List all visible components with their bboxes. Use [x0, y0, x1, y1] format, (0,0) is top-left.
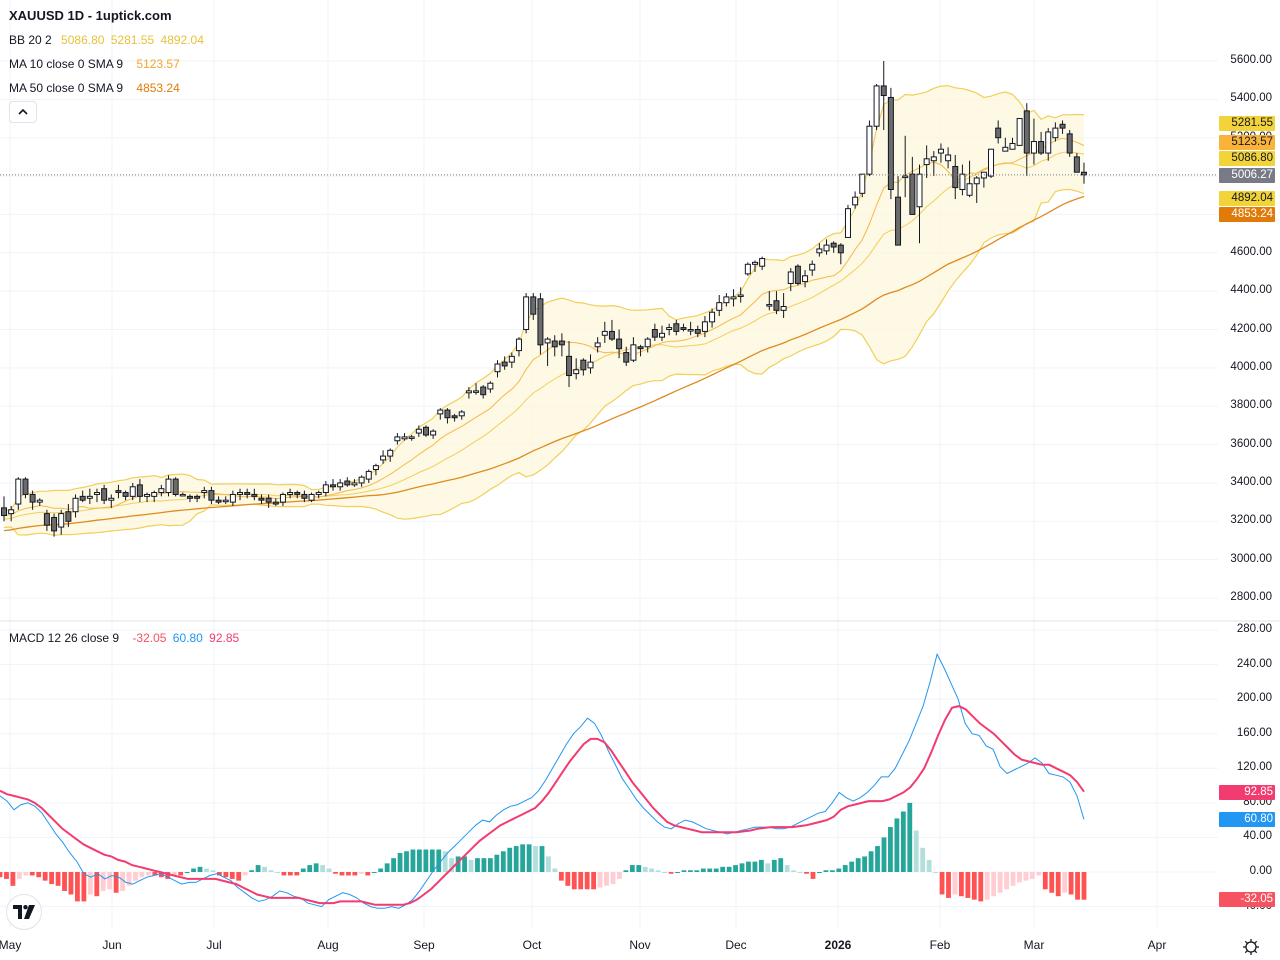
legend-bb[interactable]: BB 20 2 5086.80 5281.55 4892.04	[9, 33, 204, 47]
price-label: 5086.80	[1219, 151, 1275, 166]
macd-value-label: 60.80	[1219, 812, 1275, 827]
bb-upper-line	[3, 84, 1085, 512]
legend-ma50[interactable]: MA 50 close 0 SMA 9 4853.24	[9, 81, 180, 95]
price-tick: 4200.00	[1230, 322, 1272, 335]
time-tick: Sep	[413, 938, 435, 952]
legend-macd-signal: 92.85	[209, 631, 240, 645]
macd-tick: 280.00	[1236, 622, 1272, 635]
candles[interactable]	[1, 61, 1087, 537]
macd-tick: 200.00	[1236, 692, 1272, 705]
legend-ma10-label: MA 10 close 0 SMA 9	[9, 57, 124, 71]
time-tick: Jun	[102, 938, 122, 952]
price-label: 5281.55	[1219, 116, 1275, 131]
legend-bb-upper: 5281.55	[110, 33, 155, 47]
price-tick: 4400.00	[1230, 284, 1272, 297]
macd-value-label: 92.85	[1219, 785, 1275, 800]
time-tick: Dec	[725, 938, 747, 952]
price-label: 5006.27	[1219, 168, 1275, 183]
time-tick: Nov	[629, 938, 651, 952]
bb-lower-line	[3, 188, 1085, 536]
macd-tick: 120.00	[1236, 761, 1272, 774]
legend-macd[interactable]: MACD 12 26 close 9 -32.05 60.80 92.85	[9, 631, 239, 645]
macd-histogram	[0, 802, 1087, 902]
time-tick: May	[0, 938, 22, 952]
tradingview-logo[interactable]	[6, 894, 42, 930]
price-tick: 4600.00	[1230, 245, 1272, 258]
price-tick: 3600.00	[1230, 437, 1272, 450]
price-tick: 3200.00	[1230, 514, 1272, 527]
price-tick: 5600.00	[1230, 54, 1272, 66]
price-tick: 5400.00	[1230, 92, 1272, 105]
ma50-line	[3, 195, 1085, 532]
macd-tick: 40.00	[1243, 830, 1272, 843]
time-tick: Mar	[1023, 938, 1045, 952]
macd-tick: 240.00	[1236, 657, 1272, 670]
legend-bb-basis: 5086.80	[61, 33, 105, 47]
legend-ma10[interactable]: MA 10 close 0 SMA 9 5123.57	[9, 57, 180, 71]
price-tick: 3400.00	[1230, 475, 1272, 488]
tv-logo-icon	[13, 905, 35, 919]
legend-ma50-label: MA 50 close 0 SMA 9	[9, 81, 124, 95]
chevron-up-icon	[18, 109, 28, 115]
macd-tick: 0.00	[1249, 865, 1272, 877]
signal-line	[0, 705, 1085, 906]
legend-macd-label: MACD 12 26 close 9	[9, 631, 120, 645]
price-label: 4892.04	[1219, 191, 1275, 206]
bb-fill	[4, 85, 1084, 536]
time-tick: 2026	[824, 938, 852, 952]
macd-tick: 160.00	[1236, 726, 1272, 739]
legend-bb-lower: 4892.04	[160, 33, 204, 47]
legend-ma50-value: 4853.24	[136, 81, 180, 95]
price-label: 4853.24	[1219, 207, 1275, 222]
gear-icon[interactable]	[1242, 938, 1260, 956]
time-tick: Feb	[929, 938, 951, 952]
legend-ma10-value: 5123.57	[136, 57, 180, 71]
time-tick: Jul	[206, 938, 222, 952]
bb-basis-line	[3, 151, 1085, 520]
price-tick: 3000.00	[1230, 552, 1272, 565]
collapse-legend-button[interactable]	[9, 101, 37, 123]
time-tick: Aug	[317, 938, 339, 952]
chart-title: XAUUSD 1D - 1uptick.com	[9, 8, 172, 23]
time-tick: Apr	[1147, 938, 1167, 952]
price-tick: 3800.00	[1230, 399, 1272, 412]
macd-line	[0, 652, 1085, 909]
legend-macd-value: 60.80	[172, 631, 203, 645]
macd-value-label: -32.05	[1219, 892, 1275, 907]
legend-bb-label: BB 20 2	[9, 33, 52, 47]
time-tick: Oct	[522, 938, 542, 952]
legend-macd-hist: -32.05	[132, 631, 167, 645]
price-tick: 2800.00	[1230, 591, 1272, 603]
price-label: 5123.57	[1219, 135, 1275, 150]
price-tick: 4000.00	[1230, 360, 1272, 373]
